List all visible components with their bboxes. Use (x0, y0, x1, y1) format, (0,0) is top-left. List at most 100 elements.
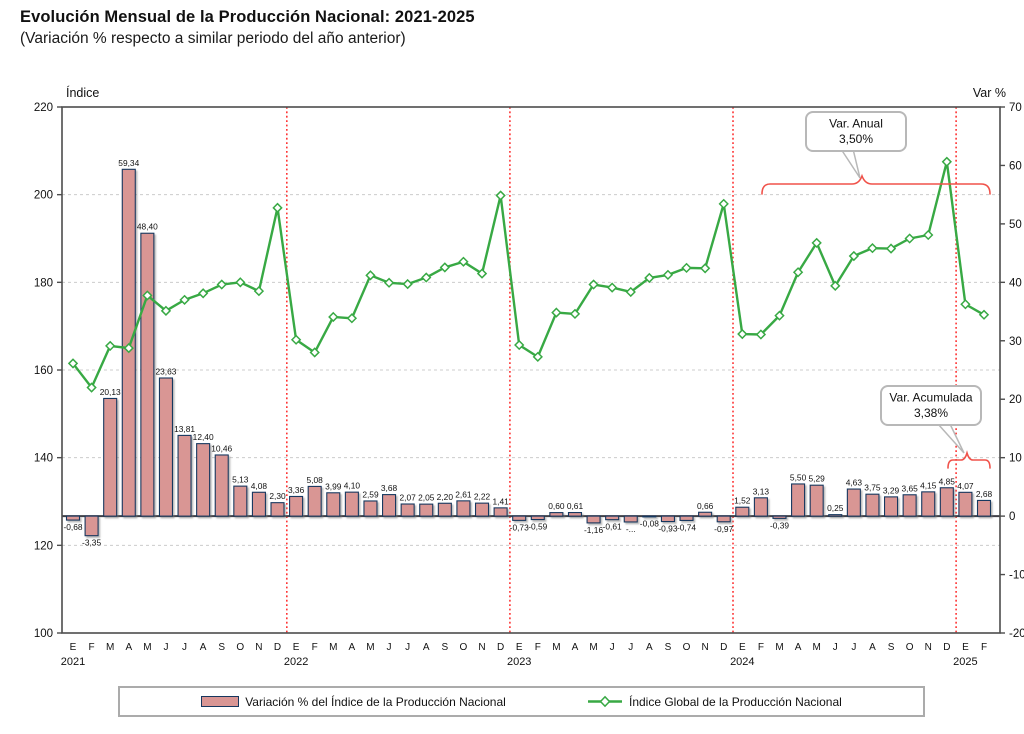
svg-text:48,40: 48,40 (137, 222, 158, 232)
svg-text:3,36: 3,36 (288, 485, 305, 495)
svg-text:-0,59: -0,59 (528, 522, 547, 532)
svg-text:200: 200 (34, 190, 53, 202)
svg-text:10,46: 10,46 (211, 443, 232, 453)
svg-text:13,81: 13,81 (174, 424, 195, 434)
svg-text:N: N (702, 642, 709, 653)
svg-text:4,08: 4,08 (251, 481, 268, 491)
svg-text:2,07: 2,07 (399, 493, 416, 503)
svg-text:M: M (813, 642, 821, 653)
svg-text:2023: 2023 (507, 656, 531, 668)
index-line (71, 160, 986, 389)
svg-text:E: E (293, 642, 300, 653)
svg-text:O: O (906, 642, 914, 653)
svg-text:A: A (349, 642, 356, 653)
svg-text:J: J (628, 642, 633, 653)
svg-text:3,68: 3,68 (381, 483, 398, 493)
svg-text:5,50: 5,50 (790, 472, 807, 482)
annual-callout-tail (839, 148, 861, 179)
svg-text:4,63: 4,63 (846, 478, 863, 488)
svg-text:A: A (646, 642, 653, 653)
svg-text:-0,97: -0,97 (714, 524, 733, 534)
svg-text:F: F (758, 642, 764, 653)
svg-text:F: F (89, 642, 95, 653)
svg-text:10: 10 (1009, 453, 1022, 465)
legend-item-bars: Variación % del Índice de la Producción … (201, 695, 506, 709)
svg-text:4,07: 4,07 (957, 481, 974, 491)
bar-swatch-icon (201, 696, 240, 707)
annual-callout-box (805, 111, 907, 152)
svg-text:0,61: 0,61 (567, 501, 584, 511)
svg-text:2,59: 2,59 (362, 489, 379, 499)
svg-text:2024: 2024 (730, 656, 754, 668)
svg-text:50: 50 (1009, 219, 1022, 231)
svg-text:J: J (405, 642, 410, 653)
svg-text:3,13: 3,13 (753, 486, 770, 496)
svg-text:2022: 2022 (284, 656, 308, 668)
line-swatch-icon (587, 695, 623, 708)
svg-text:J: J (163, 642, 168, 653)
svg-text:A: A (572, 642, 579, 653)
svg-text:140: 140 (34, 453, 53, 465)
plot-area: 220200180160140120100706050403020100-10-… (34, 102, 1024, 668)
svg-text:70: 70 (1009, 102, 1022, 114)
svg-text:N: N (255, 642, 262, 653)
svg-text:12,40: 12,40 (193, 432, 214, 442)
svg-text:-0,93: -0,93 (658, 524, 677, 534)
svg-text:4,15: 4,15 (920, 480, 937, 490)
svg-text:2025: 2025 (953, 656, 977, 668)
svg-text:3,29: 3,29 (883, 485, 900, 495)
svg-text:100: 100 (34, 628, 53, 640)
svg-text:2,05: 2,05 (418, 493, 435, 503)
svg-text:5,08: 5,08 (307, 475, 324, 485)
svg-text:220: 220 (34, 102, 53, 114)
svg-text:M: M (366, 642, 374, 653)
svg-text:2,22: 2,22 (474, 492, 491, 502)
legend-bars-label: Variación % del Índice de la Producción … (245, 694, 506, 709)
svg-text:M: M (106, 642, 114, 653)
svg-text:O: O (236, 642, 244, 653)
svg-text:1,41: 1,41 (492, 496, 509, 506)
svg-text:59,34: 59,34 (118, 158, 139, 168)
svg-text:M: M (589, 642, 597, 653)
svg-text:N: N (925, 642, 932, 653)
svg-text:20,13: 20,13 (100, 387, 121, 397)
acumulada-callout-value: 3,38% (914, 406, 948, 420)
svg-text:M: M (143, 642, 151, 653)
annual-callout-label: Var. Anual (829, 117, 883, 131)
acumulada-callout-box (880, 385, 982, 426)
acumulada-callout-label: Var. Acumulada (889, 391, 972, 405)
annual-brace (761, 173, 991, 195)
svg-text:E: E (70, 642, 77, 653)
svg-text:J: J (182, 642, 187, 653)
svg-text:-0,61: -0,61 (603, 522, 622, 532)
svg-text:S: S (665, 642, 672, 653)
svg-text:180: 180 (34, 277, 53, 289)
svg-text:A: A (869, 642, 876, 653)
legend-item-line: Índice Global de la Producción Nacional (587, 695, 842, 709)
svg-text:A: A (200, 642, 207, 653)
line-markers (67, 156, 990, 393)
svg-text:O: O (460, 642, 468, 653)
svg-text:-0,39: -0,39 (770, 520, 789, 530)
svg-text:0: 0 (1009, 511, 1015, 523)
svg-text:2,68: 2,68 (976, 489, 993, 499)
svg-text:2,30: 2,30 (269, 491, 286, 501)
chart-subtitle: (Variación % respecto a similar periodo … (20, 30, 406, 47)
svg-text:40: 40 (1009, 277, 1022, 289)
svg-text:1,52: 1,52 (734, 496, 751, 506)
svg-text:E: E (739, 642, 746, 653)
svg-text:D: D (943, 642, 950, 653)
svg-text:5,13: 5,13 (232, 475, 249, 485)
svg-text:23,63: 23,63 (155, 367, 176, 377)
svg-text:4,85: 4,85 (939, 476, 956, 486)
chart-title: Evolución Mensual de la Producción Nacio… (20, 8, 475, 26)
bars (65, 168, 992, 537)
svg-text:60: 60 (1009, 160, 1022, 172)
svg-text:4,10: 4,10 (344, 481, 361, 491)
svg-text:J: J (610, 642, 615, 653)
svg-text:2,61: 2,61 (455, 489, 472, 499)
svg-text:N: N (478, 642, 485, 653)
